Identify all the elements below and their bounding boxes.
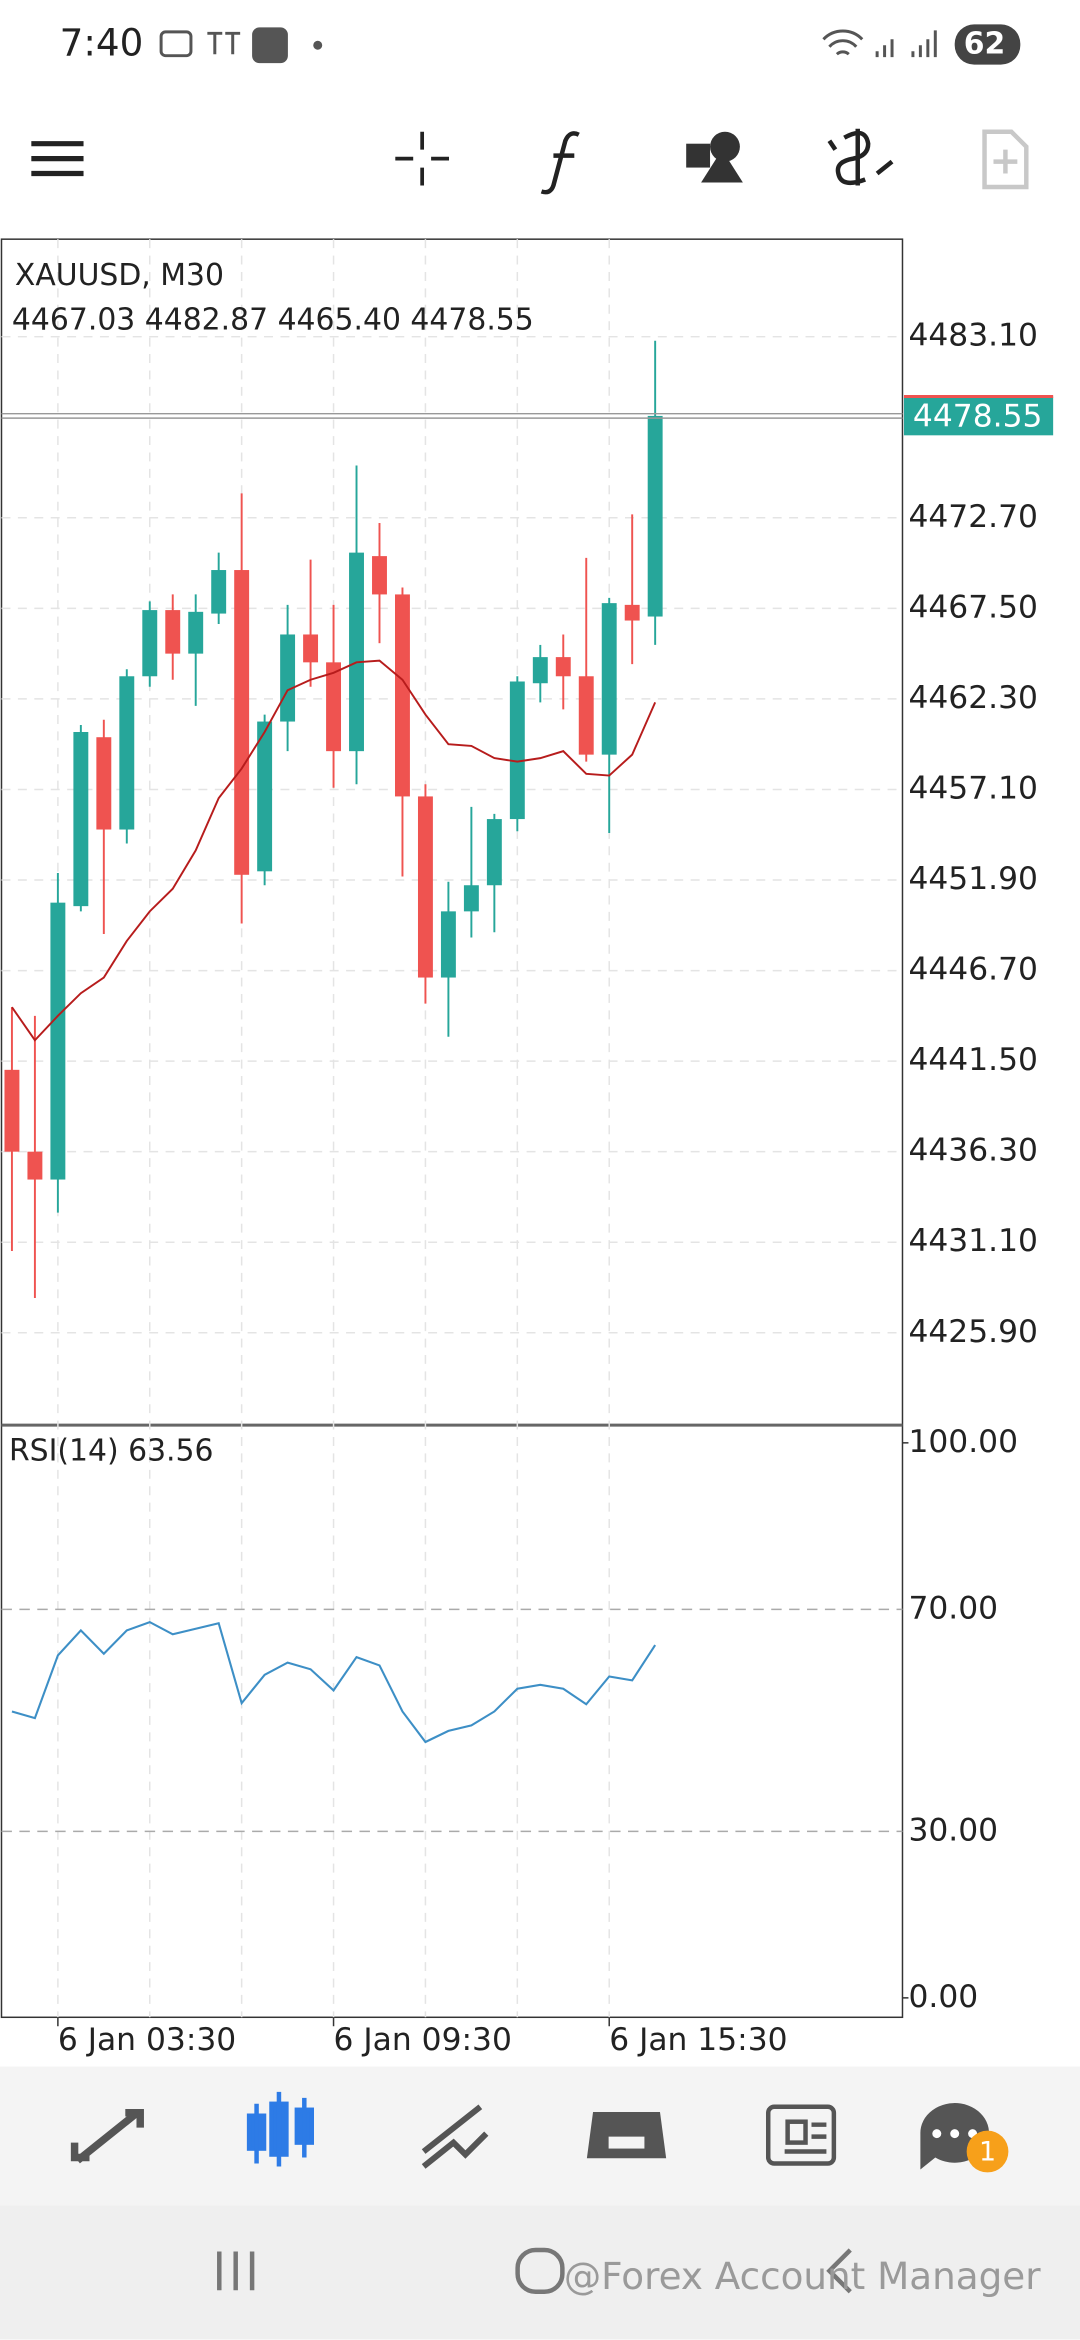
quotes-tab[interactable] xyxy=(70,2109,144,2164)
y-tick-label: 4472.70 xyxy=(908,499,1038,535)
rsi-line xyxy=(11,1620,657,1744)
y-tick-label: 4462.30 xyxy=(908,680,1038,716)
y-tick-label: 4457.10 xyxy=(908,770,1038,806)
bottom-nav-icons xyxy=(70,2091,989,2170)
back-button[interactable] xyxy=(826,2248,852,2294)
ohlc-label: 4467.03 4482.87 4465.40 4478.55 xyxy=(12,303,534,338)
y-tick-label: 4436.30 xyxy=(908,1133,1038,1169)
watermark: @Forex Account Manager xyxy=(564,2254,1041,2298)
chart-frame xyxy=(0,238,904,2019)
toolbar xyxy=(31,128,1029,195)
candle-body xyxy=(601,603,617,755)
status-icons xyxy=(159,27,937,64)
candle-body xyxy=(509,681,525,820)
last-price-box xyxy=(903,396,1054,436)
y-tick-label: 30.00 xyxy=(908,1812,998,1848)
notification-badge xyxy=(966,2130,1009,2173)
candle-body xyxy=(165,610,181,654)
y-tick-label: 4431.10 xyxy=(908,1223,1038,1259)
chart-tab[interactable] xyxy=(246,2091,315,2167)
system-nav xyxy=(0,2205,1080,2340)
candle-body xyxy=(395,594,410,797)
candle-body xyxy=(188,611,204,654)
candle-body xyxy=(211,570,227,614)
y-tick-label: 100.00 xyxy=(908,1424,1018,1460)
new-order-button[interactable] xyxy=(982,129,1029,190)
objects-button[interactable] xyxy=(686,131,743,183)
y-tick-label: 70.00 xyxy=(908,1590,998,1626)
candle-body xyxy=(486,819,502,886)
menu-button[interactable] xyxy=(31,141,84,177)
history-tab[interactable] xyxy=(586,2112,667,2159)
recents-button[interactable] xyxy=(217,2251,255,2291)
trade-tab[interactable] xyxy=(421,2104,489,2169)
candle-body xyxy=(96,737,112,830)
candle-body xyxy=(349,552,364,752)
candle-body xyxy=(647,415,663,617)
x-tick-label: 6 Jan 03:30 xyxy=(58,2022,236,2058)
candle-body xyxy=(73,731,89,907)
y-tick-label: 4467.50 xyxy=(908,589,1038,625)
candle-body xyxy=(27,1151,43,1180)
trade-button[interactable] xyxy=(827,128,894,186)
x-tick-label: 6 Jan 15:30 xyxy=(609,2022,787,2058)
y-tick-label: 4441.50 xyxy=(908,1042,1038,1078)
candle-body xyxy=(142,610,158,677)
plot: 4483.10 4472.70 4467.50 4462.30 4457.10 4451.… xyxy=(1,318,1054,2058)
candle-body xyxy=(417,796,433,978)
candle-body xyxy=(119,676,135,830)
y-tick-label: 4446.70 xyxy=(908,952,1038,988)
system-nav-buttons xyxy=(217,2247,852,2295)
y-tick-label: 4425.90 xyxy=(908,1314,1038,1350)
candle-body xyxy=(372,556,387,595)
candle-body xyxy=(303,634,319,663)
x-tick-label: 6 Jan 09:30 xyxy=(334,2022,512,2058)
battery-level: 62 xyxy=(964,27,1006,62)
y-tick-label: 4483.10 xyxy=(908,318,1038,354)
home-button[interactable] xyxy=(515,2247,565,2295)
candle-body xyxy=(280,634,296,722)
rsi-title: RSI(14) 63.56 xyxy=(9,1433,214,1468)
battery xyxy=(954,24,1021,65)
candle-body xyxy=(4,1069,20,1152)
y-tick-label: 0.00 xyxy=(908,1979,978,2015)
candle-body xyxy=(257,721,273,872)
badge-count: 1 xyxy=(979,2137,996,2168)
crosshair-button[interactable] xyxy=(395,131,450,186)
moving-average xyxy=(11,659,657,1042)
candle-body xyxy=(624,604,640,621)
candle-body xyxy=(463,885,479,912)
candle-body xyxy=(440,911,456,978)
candle-body xyxy=(532,657,548,684)
grid xyxy=(1,239,903,2018)
y-tick-label: 4451.90 xyxy=(908,861,1038,897)
candle-body xyxy=(578,676,594,755)
candle-body xyxy=(234,570,250,875)
candle-body xyxy=(326,662,342,752)
status-time: 7:40 xyxy=(60,21,144,65)
last-price-label: 4478.55 xyxy=(913,398,1043,434)
candle-body xyxy=(555,657,571,677)
news-tab[interactable] xyxy=(765,2104,837,2166)
indicators-button[interactable] xyxy=(540,131,580,195)
symbol-title: XAUUSD, M30 xyxy=(15,258,224,293)
candle-body xyxy=(50,902,66,1180)
bottom-nav xyxy=(0,2066,1080,2206)
